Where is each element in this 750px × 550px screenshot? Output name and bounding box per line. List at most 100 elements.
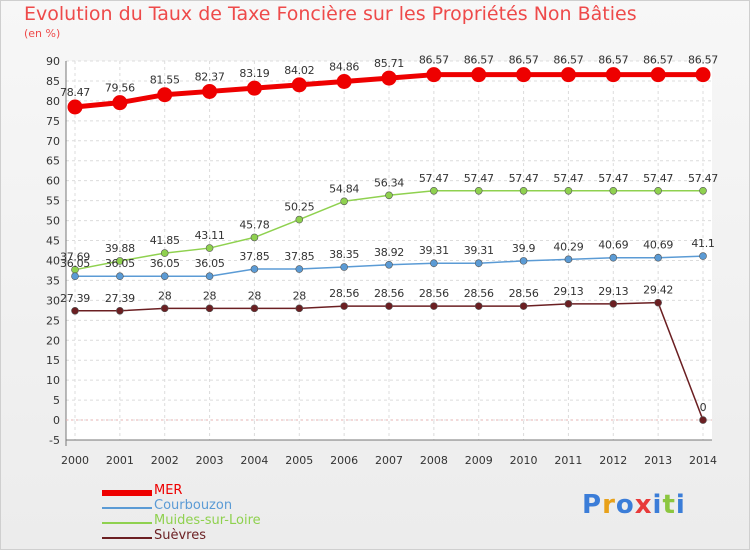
data-point [205, 304, 214, 313]
data-point [564, 186, 573, 195]
y-tick-label: 25 [46, 314, 60, 327]
series-mer: 78.47 79.56 81.55 82.37 83.19 84.02 84.86 85.71… [60, 54, 719, 115]
data-label: 45.78 [239, 218, 269, 231]
data-label: 86.57 [688, 54, 718, 67]
data-label: 40.69 [598, 239, 628, 252]
legend-swatch-muides [102, 522, 152, 524]
data-label: 38.35 [329, 248, 359, 261]
y-tick-label: 45 [46, 235, 60, 248]
data-label: 54.84 [329, 182, 359, 195]
data-point [67, 99, 83, 115]
data-point [295, 304, 304, 313]
data-point [564, 300, 573, 308]
x-tick-label: 2014 [689, 454, 717, 467]
data-point [560, 67, 576, 83]
y-tick-label: 20 [46, 334, 60, 347]
data-point [250, 265, 259, 273]
data-label: 41.85 [150, 234, 180, 247]
data-point [160, 249, 169, 257]
x-tick-label: 2003 [196, 454, 224, 467]
logo-letter: t [662, 490, 676, 520]
data-label: 84.02 [284, 64, 314, 77]
data-label: 38.92 [374, 246, 404, 259]
x-tick-label: 2012 [599, 454, 627, 467]
data-point [516, 67, 532, 83]
data-label: 0 [700, 401, 707, 414]
logo-letter: o [615, 490, 635, 520]
data-label: 29.13 [553, 285, 583, 298]
data-label: 86.57 [598, 54, 628, 67]
data-label: 36.05 [195, 257, 225, 270]
data-label: 56.34 [374, 176, 404, 189]
data-point [71, 306, 79, 315]
data-point [695, 67, 711, 83]
y-tick-label: 50 [46, 215, 60, 228]
data-label: 86.57 [643, 54, 673, 67]
data-label: 78.47 [60, 86, 90, 99]
chart-subtitle: (en %) [24, 27, 61, 40]
legend-swatch-courbouzon [102, 507, 152, 509]
data-label: 27.39 [105, 292, 135, 305]
y-tick-label: 35 [46, 274, 60, 287]
data-point [474, 186, 483, 195]
data-point [202, 83, 218, 99]
data-label: 40.69 [643, 239, 673, 252]
data-label: 79.56 [105, 82, 135, 95]
y-tick-label: 65 [46, 155, 60, 168]
y-tick-label: 40 [46, 254, 60, 267]
data-point [116, 306, 124, 315]
data-point [430, 186, 438, 195]
data-label: 28.56 [329, 287, 359, 300]
chart-title: Evolution du Taux de Taxe Foncière sur l… [24, 3, 637, 25]
data-point [381, 70, 397, 86]
data-label: 36.05 [60, 257, 90, 270]
x-tick-label: 2006 [330, 454, 358, 467]
data-label: 57.47 [509, 172, 539, 185]
data-label: 36.05 [105, 257, 135, 270]
y-tick-label: 70 [46, 135, 60, 148]
data-point [609, 300, 618, 308]
data-label: 57.47 [419, 172, 449, 185]
y-tick-label: 5 [53, 394, 60, 407]
data-point [246, 80, 262, 96]
legend-swatch-suevres [102, 537, 152, 539]
data-label: 37.85 [284, 250, 314, 263]
data-label: 36.05 [150, 257, 180, 270]
data-label: 57.47 [688, 172, 718, 185]
data-point [609, 186, 618, 195]
y-tick-label: 80 [46, 95, 60, 108]
data-point [699, 186, 707, 195]
x-tick-label: 2001 [106, 454, 134, 467]
data-point [250, 304, 259, 313]
data-point [474, 302, 483, 310]
data-label: 39.9 [512, 242, 536, 255]
series-su-vres: 27.39 27.39 28 28 28 28 28.56 28.56 28.56 28.56 28… [60, 284, 707, 424]
data-point [116, 257, 124, 265]
y-tick-label: 0 [53, 414, 60, 427]
data-label: 83.19 [239, 67, 269, 80]
data-label: 41.1 [691, 237, 714, 250]
data-point [385, 302, 393, 310]
data-label: 28 [248, 289, 262, 302]
y-tick-label: 75 [46, 115, 60, 128]
logo-letter: i [675, 490, 686, 520]
data-label: 82.37 [195, 70, 225, 83]
logo-letter: i [652, 490, 663, 520]
data-label: 28 [203, 289, 217, 302]
data-label: 86.57 [419, 54, 449, 67]
x-tick-label: 2013 [644, 454, 672, 467]
y-tick-label: 30 [46, 294, 60, 307]
plot-area [66, 61, 712, 440]
x-tick-label: 2010 [510, 454, 538, 467]
data-point [430, 302, 438, 310]
data-label: 39.88 [105, 242, 135, 255]
data-point [291, 77, 307, 93]
data-label: 28.56 [419, 287, 449, 300]
logo-letter: x [634, 490, 653, 520]
data-point [650, 67, 666, 83]
data-label: 37.69 [60, 251, 90, 264]
y-tick-label: -5 [49, 434, 60, 447]
data-point [471, 67, 487, 83]
legend-label-suevres: Suèvres [154, 528, 207, 543]
